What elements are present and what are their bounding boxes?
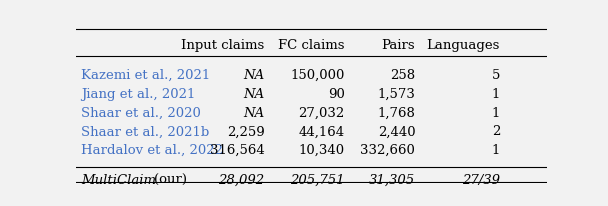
Text: Jiang et al., 2021: Jiang et al., 2021: [81, 88, 195, 101]
Text: 28,092: 28,092: [218, 174, 264, 187]
Text: Kazemi et al., 2021: Kazemi et al., 2021: [81, 69, 210, 82]
Text: 1: 1: [492, 88, 500, 101]
Text: 27,032: 27,032: [299, 107, 345, 119]
Text: NA: NA: [243, 69, 264, 82]
Text: MultiClaim: MultiClaim: [81, 174, 156, 187]
Text: 316,564: 316,564: [210, 144, 264, 157]
Text: Hardalov et al., 2022: Hardalov et al., 2022: [81, 144, 223, 157]
Text: 205,751: 205,751: [290, 174, 345, 187]
Text: Input claims: Input claims: [181, 39, 264, 52]
Text: 90: 90: [328, 88, 345, 101]
Text: Languages: Languages: [427, 39, 500, 52]
Text: 44,164: 44,164: [299, 125, 345, 138]
Text: 5: 5: [492, 69, 500, 82]
Text: 10,340: 10,340: [299, 144, 345, 157]
Text: NA: NA: [243, 107, 264, 119]
Text: NA: NA: [243, 88, 264, 101]
Text: 1: 1: [492, 107, 500, 119]
Text: Pairs: Pairs: [382, 39, 415, 52]
Text: 1: 1: [492, 144, 500, 157]
Text: 31,305: 31,305: [369, 174, 415, 187]
Text: (our): (our): [154, 174, 187, 187]
Text: 2,440: 2,440: [378, 125, 415, 138]
Text: 1,768: 1,768: [378, 107, 415, 119]
Text: Shaar et al., 2020: Shaar et al., 2020: [81, 107, 201, 119]
Text: 150,000: 150,000: [290, 69, 345, 82]
Text: FC claims: FC claims: [278, 39, 345, 52]
Text: 1,573: 1,573: [378, 88, 415, 101]
Text: 2: 2: [492, 125, 500, 138]
Text: 27/39: 27/39: [462, 174, 500, 187]
Text: 2,259: 2,259: [227, 125, 264, 138]
Text: Shaar et al., 2021b: Shaar et al., 2021b: [81, 125, 209, 138]
Text: 258: 258: [390, 69, 415, 82]
Text: 332,660: 332,660: [361, 144, 415, 157]
